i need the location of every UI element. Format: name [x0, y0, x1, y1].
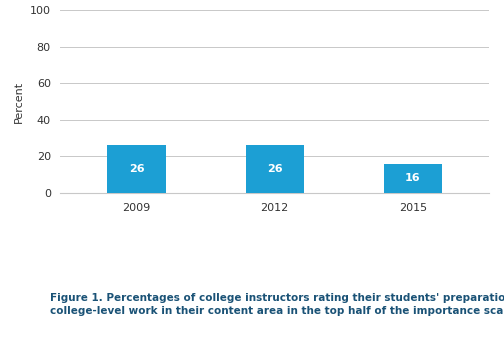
Text: 26: 26 [129, 164, 144, 174]
Text: 16: 16 [405, 173, 421, 183]
Bar [245, 145, 304, 193]
Text: Figure 1. Percentages of college instructors rating their students' preparation : Figure 1. Percentages of college instruc… [50, 293, 504, 316]
Bar [384, 164, 442, 193]
Y-axis label: Percent: Percent [14, 81, 24, 123]
Text: 26: 26 [267, 164, 283, 174]
Bar [107, 145, 165, 193]
